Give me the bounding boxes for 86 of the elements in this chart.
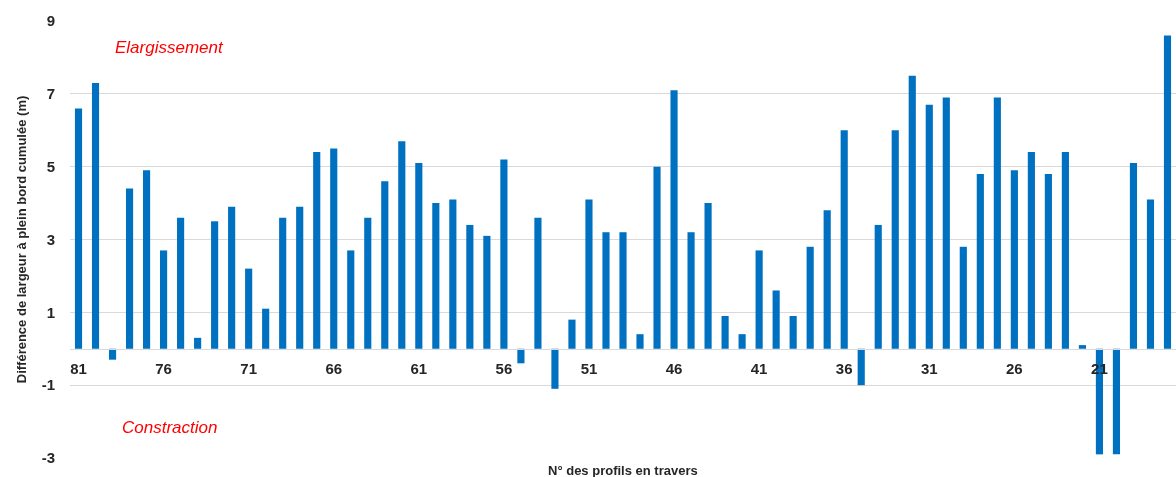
bar <box>108 348 117 360</box>
bar <box>891 130 899 349</box>
bar <box>704 203 712 349</box>
bar <box>228 206 236 349</box>
bar <box>279 217 287 349</box>
y-tick-label: 9 <box>46 12 55 30</box>
x-tick-label: 51 <box>580 359 598 377</box>
bar <box>125 188 134 349</box>
bar <box>313 152 321 349</box>
bar <box>1044 173 1052 349</box>
y-tick-label: -1 <box>41 376 55 394</box>
bar <box>1163 35 1172 349</box>
bar <box>381 181 389 349</box>
bar <box>483 235 491 349</box>
bar <box>670 90 678 349</box>
x-tick-label: 56 <box>495 359 513 377</box>
bar <box>500 159 508 349</box>
bar <box>177 217 185 349</box>
annotation: Constraction <box>122 418 218 437</box>
bar <box>211 221 219 349</box>
bar <box>466 224 474 349</box>
bar <box>568 319 576 349</box>
bar <box>636 334 644 349</box>
bar <box>925 104 933 349</box>
bar <box>296 206 304 349</box>
y-tick-label: -3 <box>41 449 55 467</box>
x-tick-label: 71 <box>240 359 257 377</box>
bar <box>432 203 440 349</box>
x-tick-label: 41 <box>750 359 768 377</box>
bar <box>415 163 423 349</box>
bar <box>789 315 797 349</box>
y-axis-title: Différence de largeur à plein bord cumulée (m) <box>13 95 29 384</box>
x-tick-label: 81 <box>70 359 87 377</box>
bar <box>398 141 406 349</box>
bar <box>959 246 967 349</box>
bar <box>874 224 882 349</box>
bar <box>1010 170 1018 349</box>
bar <box>347 250 355 349</box>
y-tick-label: 1 <box>46 303 55 321</box>
bar <box>330 148 338 349</box>
bar <box>602 232 610 349</box>
bar <box>738 334 746 349</box>
bar <box>857 348 865 386</box>
bar <box>364 217 372 349</box>
x-tick-label: 61 <box>410 359 428 377</box>
bar <box>772 290 780 349</box>
x-tick-label: 36 <box>835 359 853 377</box>
bar <box>840 130 848 349</box>
bar <box>1112 348 1121 455</box>
bar <box>160 250 168 349</box>
bar <box>262 308 270 349</box>
bar <box>806 246 814 349</box>
bar <box>245 268 253 349</box>
bar <box>1061 152 1069 349</box>
y-tick-label: 7 <box>46 85 55 103</box>
bar <box>1146 199 1155 349</box>
x-tick-label: 26 <box>1006 359 1023 377</box>
bar <box>91 82 100 349</box>
bar <box>993 97 1001 349</box>
bar <box>74 108 83 349</box>
annotation: Elargissement <box>115 38 224 57</box>
bar <box>534 217 542 349</box>
x-tick-label: 31 <box>920 359 938 377</box>
bar <box>194 337 202 349</box>
bar <box>976 173 984 349</box>
x-tick-label: 66 <box>325 359 343 377</box>
bar <box>942 97 950 349</box>
bar <box>653 166 661 349</box>
bar <box>721 315 729 349</box>
bar <box>755 250 763 349</box>
bar <box>585 199 593 349</box>
bar <box>1027 152 1035 349</box>
bar <box>687 232 695 349</box>
bar <box>908 75 916 349</box>
bar <box>551 348 559 389</box>
bar <box>1129 163 1138 349</box>
bar <box>1078 345 1086 349</box>
x-axis-title: N° des profils en travers <box>548 463 698 477</box>
x-tick-label: 46 <box>665 359 683 377</box>
bar <box>449 199 457 349</box>
bar <box>619 232 627 349</box>
x-tick-label: 76 <box>155 359 172 377</box>
bar <box>143 170 151 349</box>
y-tick-label: 3 <box>46 230 55 248</box>
bar <box>823 210 831 349</box>
y-tick-label: 5 <box>46 157 55 175</box>
